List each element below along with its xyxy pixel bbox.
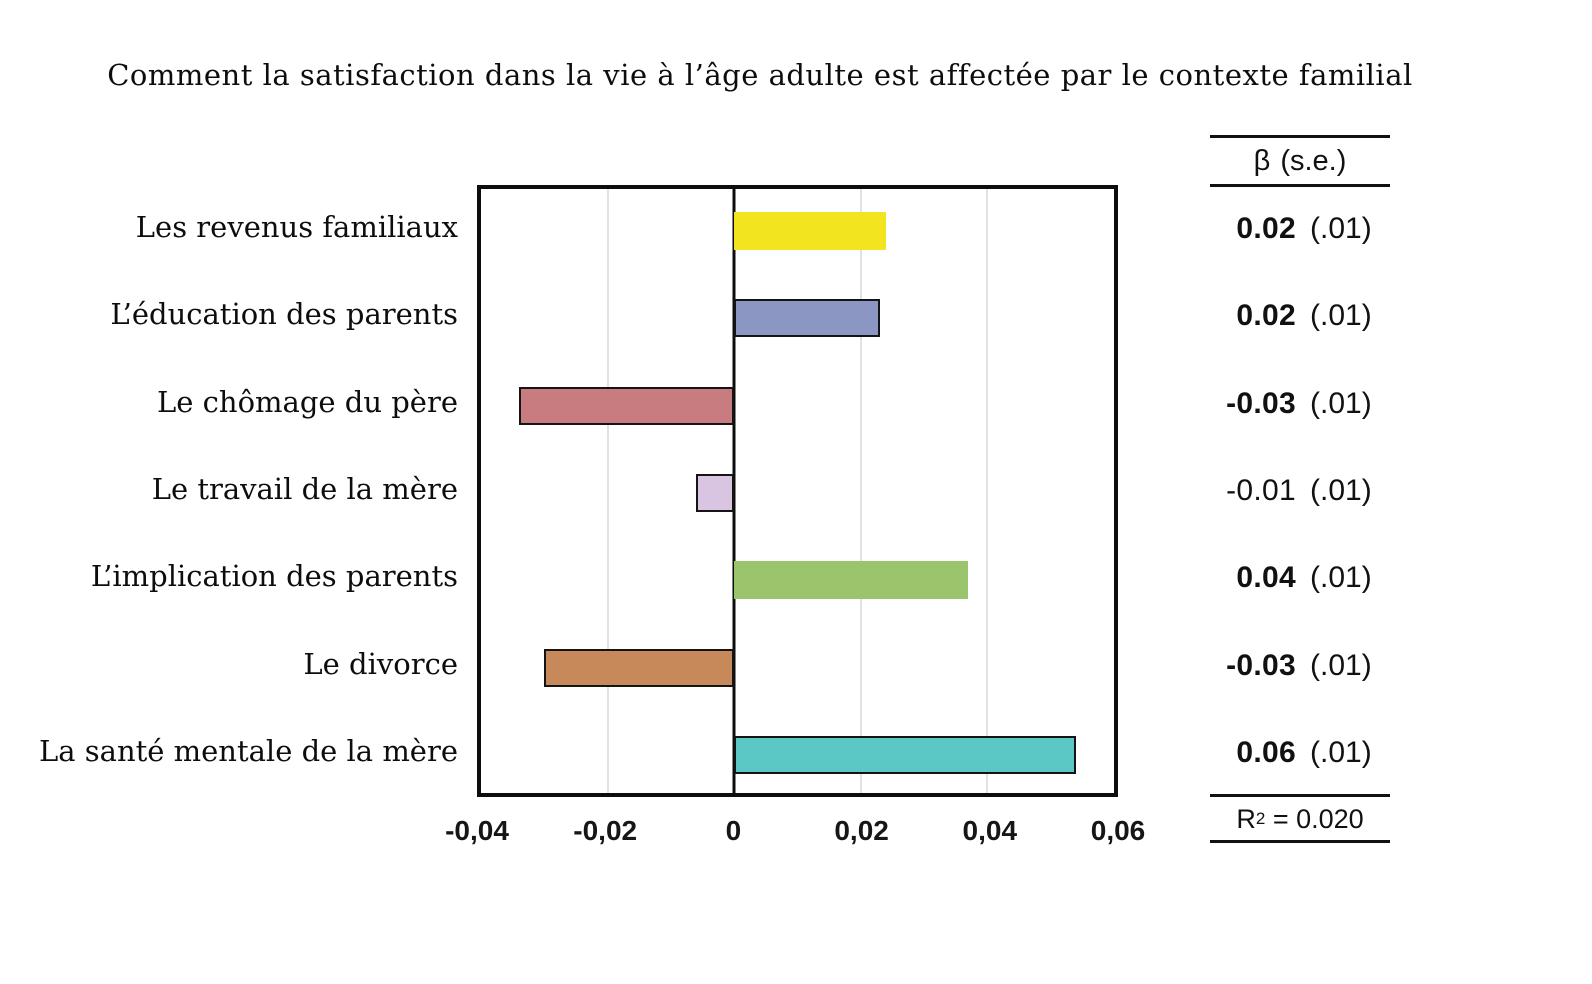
beta-symbol: β [1253, 144, 1271, 177]
category-label: Le divorce [303, 646, 458, 681]
bar [734, 561, 969, 600]
beta-row: -0.01 (.01) [1200, 470, 1450, 512]
se-label: (s.e.) [1280, 144, 1347, 177]
beta-row: 0.02 (.01) [1200, 295, 1450, 337]
beta-value: -0.03 [1226, 386, 1296, 420]
chart-title: Comment la satisfaction dans la vie à l’… [107, 58, 1413, 92]
beta-header: β (s.e.) [1210, 139, 1390, 183]
gridline [986, 189, 989, 793]
r-squared-rule-top [1210, 794, 1390, 797]
beta-row: -0.03 (.01) [1200, 383, 1450, 425]
category-label: L’implication des parents [90, 559, 458, 594]
x-tick-label: -0,04 [445, 815, 509, 846]
beta-value: -0.01 [1226, 474, 1296, 507]
beta-value: 0.02 [1236, 299, 1296, 333]
bar [734, 736, 1076, 775]
standard-error-value: (.01) [1310, 648, 1372, 682]
beta-row: 0.06 (.01) [1200, 732, 1450, 774]
standard-error-value: (.01) [1310, 474, 1372, 507]
category-label: La santé mentale de la mère [39, 734, 458, 769]
r-squared-value: = 0.020 [1265, 803, 1364, 834]
beta-row: -0.03 (.01) [1200, 645, 1450, 687]
beta-value: -0.03 [1226, 648, 1296, 682]
beta-row: 0.02 (.01) [1200, 208, 1450, 250]
gridline [606, 189, 609, 793]
category-label: Le chômage du père [157, 384, 458, 419]
bar [734, 211, 887, 250]
beta-value: 0.02 [1236, 211, 1296, 245]
r-squared-rule-bottom [1210, 840, 1390, 843]
bar [696, 474, 735, 512]
bar [734, 299, 880, 338]
standard-error-value: (.01) [1310, 561, 1372, 595]
category-label: Le travail de la mère [151, 472, 458, 506]
bar [544, 648, 735, 687]
category-label: L’éducation des parents [110, 297, 458, 332]
beta-header-rule-top [1210, 135, 1390, 138]
gridline [859, 189, 862, 793]
standard-error-value: (.01) [1310, 211, 1372, 245]
x-tick-label: 0,04 [962, 815, 1018, 846]
x-tick-label: 0 [725, 815, 742, 846]
zero-axis-line [732, 189, 736, 793]
standard-error-value: (.01) [1310, 299, 1372, 333]
x-tick-label: 0,02 [834, 815, 889, 846]
bar [518, 386, 735, 425]
x-tick-label: 0,06 [1090, 815, 1146, 846]
x-tick-label: -0,02 [573, 815, 638, 846]
beta-value: 0.04 [1236, 561, 1296, 595]
plot-area [477, 185, 1118, 797]
beta-value: 0.06 [1236, 736, 1296, 770]
category-label: Les revenus familiaux [135, 209, 458, 244]
r-squared-base: R [1236, 803, 1256, 834]
standard-error-value: (.01) [1310, 386, 1372, 420]
beta-row: 0.04 (.01) [1200, 557, 1450, 599]
standard-error-value: (.01) [1310, 736, 1372, 770]
beta-header-rule-bottom [1210, 184, 1390, 187]
